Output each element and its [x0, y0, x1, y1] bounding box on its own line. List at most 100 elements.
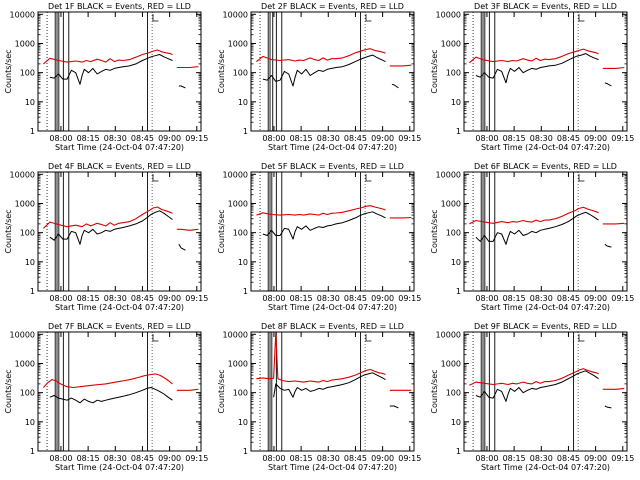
- x-tick-label: 09:00: [584, 294, 607, 303]
- x-tick-label: 09:15: [185, 454, 208, 463]
- x-tick-label: 08:15: [290, 454, 313, 463]
- lld-flag-glyph: [578, 174, 585, 182]
- lld-flag-glyph: [152, 14, 159, 22]
- plot-frame: [37, 331, 202, 452]
- x-tick-label: 08:15: [77, 454, 100, 463]
- y-tick-label: 100: [20, 389, 35, 398]
- y-tick-label: 1: [243, 127, 248, 136]
- y-axis-label: Counts/sec: [4, 209, 13, 253]
- y-tick-label: 10000: [223, 10, 248, 19]
- x-tick-label: 08:45: [557, 294, 580, 303]
- y-tick-label: 100: [233, 229, 248, 238]
- y-tick-label: 1: [243, 447, 248, 456]
- plot-frame: [250, 11, 415, 132]
- x-tick-label: 08:45: [344, 454, 367, 463]
- y-tick-label: 10000: [436, 10, 461, 19]
- y-axis-label: Counts/sec: [430, 209, 439, 253]
- y-tick-label: 1: [456, 127, 461, 136]
- x-tick-label: 09:15: [398, 294, 421, 303]
- y-tick-label: 1000: [441, 199, 461, 208]
- series-events-line: [475, 211, 612, 248]
- x-tick-label: 08:30: [317, 134, 340, 143]
- x-axis-label: Start Time (24-Oct-04 07:47:20): [481, 463, 610, 472]
- y-tick-label: 1000: [441, 359, 461, 368]
- plot-frame: [250, 331, 415, 452]
- series-events-line: [475, 53, 612, 87]
- x-tick-label: 08:00: [475, 294, 498, 303]
- x-axis-label: Start Time (24-Oct-04 07:47:20): [481, 143, 610, 152]
- x-tick-label: 08:30: [317, 454, 340, 463]
- x-tick-label: 08:30: [104, 294, 127, 303]
- panel-title: Det 7F BLACK = Events, RED = LLD: [48, 322, 191, 331]
- plot-frame: [37, 171, 202, 292]
- y-tick-label: 1000: [441, 39, 461, 48]
- lld-flag-glyph: [578, 14, 585, 22]
- y-tick-label: 1: [456, 287, 461, 296]
- series-events-line: [273, 372, 399, 409]
- panel-title: Det 2F BLACK = Events, RED = LLD: [261, 2, 404, 11]
- x-axis-label: Start Time (24-Oct-04 07:47:20): [268, 143, 397, 152]
- lld-flag-glyph: [152, 174, 159, 182]
- panel-det-7: Det 7F BLACK = Events, RED = LLD 1 10 100 10…: [4, 322, 208, 472]
- panel-det-9: Det 9F BLACK = Events, RED = LLD 1 10 100 10…: [430, 322, 634, 472]
- y-tick-label: 1000: [15, 199, 35, 208]
- x-tick-label: 08:00: [262, 294, 285, 303]
- y-tick-label: 1000: [228, 199, 248, 208]
- panel-det-8: Det 8F BLACK = Events, RED = LLD 1 10 100 10…: [217, 322, 421, 472]
- x-axis-label: Start Time (24-Oct-04 07:47:20): [268, 303, 397, 312]
- x-tick-label: 09:15: [611, 134, 634, 143]
- panel-det-3: Det 3F BLACK = Events, RED = LLD 1 10 100 10…: [430, 2, 634, 152]
- y-axis-label: Counts/sec: [4, 49, 13, 93]
- x-tick-label: 09:00: [584, 454, 607, 463]
- x-tick-label: 09:00: [584, 134, 607, 143]
- series-lld-line: [469, 206, 625, 225]
- x-tick-label: 09:00: [371, 294, 394, 303]
- x-axis-label: Start Time (24-Oct-04 07:47:20): [55, 143, 184, 152]
- plot-frame: [463, 11, 628, 132]
- x-tick-label: 09:00: [158, 454, 181, 463]
- y-axis-label: Counts/sec: [430, 369, 439, 413]
- y-tick-label: 10: [238, 418, 248, 427]
- series-lld-line: [43, 49, 199, 69]
- x-tick-label: 08:00: [49, 134, 72, 143]
- panel-det-5: Det 5F BLACK = Events, RED = LLD 1 10 100 10…: [217, 162, 421, 312]
- x-tick-label: 08:15: [77, 134, 100, 143]
- series-lld-line: [43, 206, 199, 231]
- panel-title: Det 6F BLACK = Events, RED = LLD: [474, 162, 617, 171]
- y-tick-label: 100: [20, 69, 35, 78]
- x-tick-label: 08:00: [262, 134, 285, 143]
- y-tick-label: 100: [20, 229, 35, 238]
- x-tick-label: 08:45: [557, 454, 580, 463]
- panel-det-1: Det 1F BLACK = Events, RED = LLD 1 10 100 10…: [4, 2, 208, 152]
- y-tick-label: 100: [233, 69, 248, 78]
- y-tick-label: 10: [451, 98, 461, 107]
- lld-flag-glyph: [578, 334, 585, 342]
- y-axis-label: Counts/sec: [4, 369, 13, 413]
- series-lld-line: [469, 368, 625, 390]
- x-tick-label: 08:45: [131, 294, 154, 303]
- x-tick-label: 09:15: [611, 454, 634, 463]
- x-tick-label: 08:30: [530, 454, 553, 463]
- y-tick-label: 10000: [10, 10, 35, 19]
- x-tick-label: 08:30: [104, 454, 127, 463]
- x-tick-label: 09:15: [185, 294, 208, 303]
- x-tick-label: 09:00: [371, 134, 394, 143]
- x-tick-label: 08:15: [503, 294, 526, 303]
- x-tick-label: 08:30: [530, 294, 553, 303]
- series-events-line: [49, 210, 186, 251]
- x-tick-label: 09:00: [371, 454, 394, 463]
- y-tick-label: 1000: [228, 359, 248, 368]
- y-tick-label: 1: [30, 127, 35, 136]
- x-tick-label: 08:00: [262, 454, 285, 463]
- series-lld-line: [256, 48, 412, 67]
- y-tick-label: 1: [30, 447, 35, 456]
- y-tick-label: 10: [238, 98, 248, 107]
- x-tick-label: 08:45: [344, 134, 367, 143]
- y-tick-label: 10: [238, 258, 248, 267]
- x-tick-label: 09:00: [158, 134, 181, 143]
- y-tick-label: 100: [446, 229, 461, 238]
- panel-title: Det 5F BLACK = Events, RED = LLD: [261, 162, 404, 171]
- lld-flag-glyph: [365, 174, 372, 182]
- panel-title: Det 4F BLACK = Events, RED = LLD: [48, 162, 191, 171]
- series-events-line: [49, 54, 186, 89]
